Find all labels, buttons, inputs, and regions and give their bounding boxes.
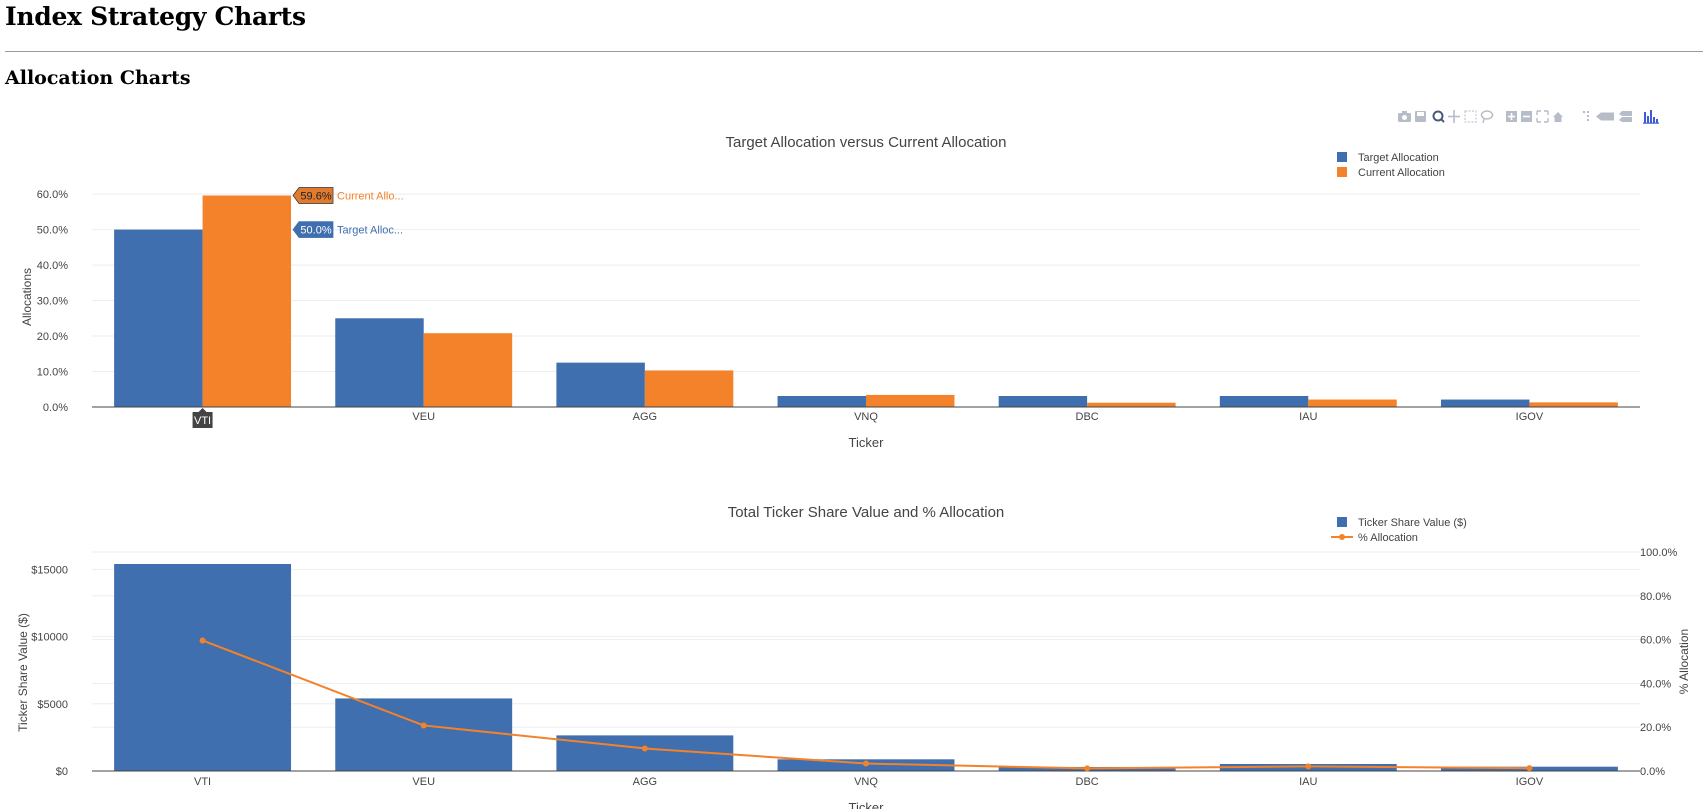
legend-label: % Allocation (1358, 532, 1418, 544)
x-tick-label: AGG (633, 776, 657, 788)
y-tick-label: 50.0% (37, 225, 68, 237)
plotly-logo-icon[interactable] (1643, 110, 1659, 124)
legend-label: Ticker Share Value ($) (1358, 517, 1467, 529)
x-tick-label: DBC (1076, 776, 1099, 788)
zoom-out-icon[interactable] (1521, 111, 1532, 122)
save-icon[interactable] (1415, 111, 1426, 122)
hover-compare-icon[interactable] (1619, 111, 1632, 122)
current-allocation-bar (1308, 399, 1397, 407)
legend-label: Target Allocation (1358, 152, 1439, 164)
hover-label-name: Current Allo... (337, 191, 404, 203)
share-value-bar (114, 564, 292, 771)
y-axis-title: Ticker Share Value ($) (16, 613, 30, 732)
y-tick-label: 60.0% (37, 189, 68, 201)
y-tick-label: 10.0% (37, 367, 68, 379)
x-tick-label: IGOV (1516, 411, 1544, 423)
legend-marker (1339, 534, 1345, 540)
spikelines-icon[interactable] (1583, 111, 1589, 121)
hover-x-label-box (192, 412, 213, 428)
x-tick-label: VNQ (854, 411, 878, 423)
chart-title: Total Ticker Share Value and % Allocatio… (728, 504, 1005, 521)
target-allocation-bar (556, 362, 645, 407)
current-allocation-bar (1529, 402, 1618, 407)
zoom-in-icon[interactable] (1506, 111, 1517, 122)
x-tick-label: VNQ (854, 776, 878, 788)
divider (5, 51, 1703, 52)
hover-closest-icon[interactable] (1596, 112, 1614, 121)
y-tick-label: 0.0% (43, 402, 68, 414)
hover-x-label-pointer (198, 408, 207, 412)
y2-tick-label: 100.0% (1640, 547, 1678, 559)
allocation-point (199, 637, 206, 644)
target-allocation-bar (998, 396, 1088, 407)
y-axis-title: Allocations (20, 268, 34, 326)
x-tick-label: DBC (1076, 411, 1099, 423)
current-allocation-bar (866, 394, 955, 407)
x-axis-title: Ticker (849, 800, 885, 809)
target-allocation-bar (114, 229, 203, 407)
allocation-point (1084, 765, 1091, 772)
allocation-point (1305, 763, 1312, 770)
y2-tick-label: 40.0% (1640, 678, 1671, 690)
x-tick-label: VEU (412, 776, 435, 788)
current-allocation-bar (1087, 402, 1176, 407)
section-title: Allocation Charts (5, 67, 191, 89)
current-allocation-bar (644, 370, 734, 407)
allocation-point (420, 722, 427, 729)
hover-label-box (292, 221, 334, 238)
zoom-icon[interactable] (1432, 110, 1445, 123)
y2-tick-label: 0.0% (1640, 766, 1665, 778)
hover-label-box (292, 187, 334, 204)
y-tick-label: $15000 (31, 564, 68, 576)
legend-swatch (1337, 517, 1347, 527)
y-tick-label: $10000 (31, 632, 68, 644)
allocation-point (863, 760, 869, 767)
camera-icon[interactable] (1398, 111, 1411, 122)
box-select-icon[interactable] (1464, 110, 1477, 123)
allocation-point (641, 745, 648, 752)
y-tick-label: 30.0% (37, 296, 68, 308)
target-allocation-bar (777, 396, 866, 407)
share-value-bar (335, 698, 513, 771)
current-allocation-bar (423, 333, 513, 407)
target-allocation-bar (1219, 396, 1309, 407)
chart-modebar (1398, 108, 1698, 126)
y2-tick-label: 80.0% (1640, 591, 1671, 603)
hover-label-name: Target Alloc... (337, 225, 403, 237)
legend-label: Current Allocation (1358, 167, 1445, 179)
y2-tick-label: 20.0% (1640, 722, 1671, 734)
x-axis-title: Ticker (849, 435, 885, 450)
hover-label-value: 59.6% (300, 191, 331, 203)
x-tick-label: VTI (194, 415, 211, 427)
x-tick-label: IAU (1299, 411, 1317, 423)
current-allocation-bar (202, 195, 292, 407)
x-tick-label: VEU (412, 411, 435, 423)
autoscale-icon[interactable] (1536, 110, 1549, 123)
allocation-point (1526, 765, 1533, 772)
modebar-icons (1398, 110, 1659, 124)
share-value-combo-chart[interactable]: Total Ticker Share Value and % Allocatio… (0, 495, 1707, 809)
legend-swatch (1337, 152, 1347, 162)
target-allocation-bar (335, 318, 424, 407)
page-title: Index Strategy Charts (5, 2, 306, 31)
y2-axis-title: % Allocation (1677, 629, 1691, 694)
y-tick-label: $0 (56, 766, 68, 778)
pan-icon[interactable] (1448, 110, 1460, 123)
legend-swatch (1337, 167, 1347, 177)
y-tick-label: 40.0% (37, 260, 68, 272)
target-allocation-bar (1440, 399, 1530, 407)
y-tick-label: 20.0% (37, 331, 68, 343)
y-tick-label: $5000 (37, 699, 68, 711)
reset-axes-icon[interactable] (1553, 112, 1563, 122)
hover-label-value: 50.0% (300, 225, 331, 237)
x-tick-label: IAU (1299, 776, 1317, 788)
chart-title: Target Allocation versus Current Allocat… (726, 134, 1007, 151)
x-tick-label: IGOV (1516, 776, 1544, 788)
y2-tick-label: 60.0% (1640, 635, 1671, 647)
x-tick-label: AGG (633, 411, 657, 423)
lasso-icon[interactable] (1480, 110, 1494, 124)
allocation-bar-chart[interactable]: Target Allocation versus Current Allocat… (0, 125, 1707, 470)
x-tick-label: VTI (194, 776, 211, 788)
